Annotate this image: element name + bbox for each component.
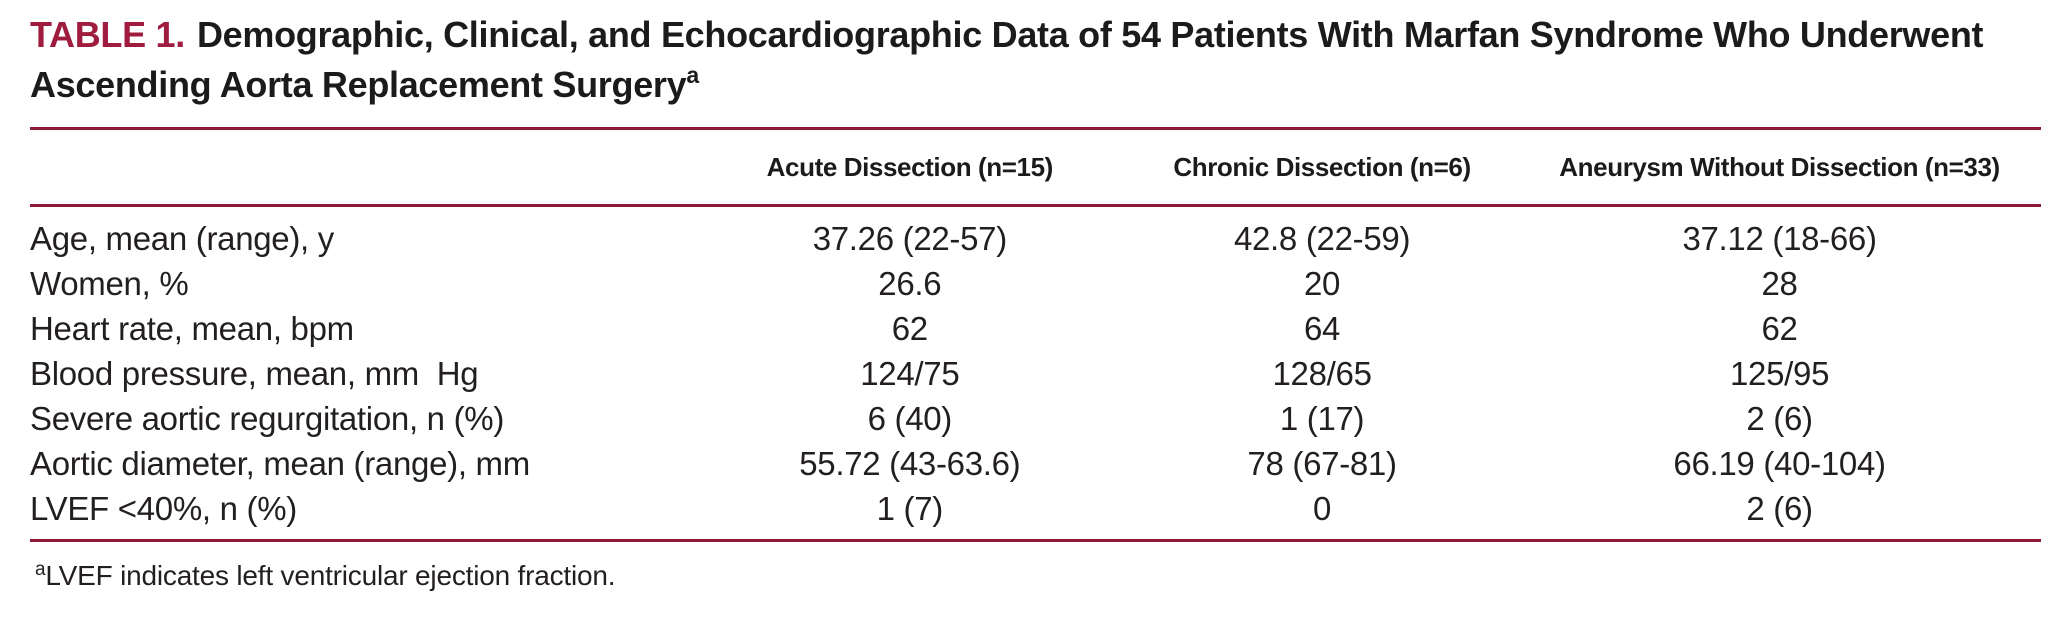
table-cell: 42.8 (22-59) bbox=[1233, 220, 1411, 257]
table-caption: TABLE 1. Demographic, Clinical, and Echoc… bbox=[30, 10, 2005, 110]
table-cell: 37.12 (18-66) bbox=[1682, 220, 1877, 257]
row-label: Blood pressure, mean, mm Hg bbox=[30, 355, 479, 392]
table-caption-text: Demographic, Clinical, and Echocardiogra… bbox=[30, 14, 1984, 105]
table-cell: 1 (7) bbox=[876, 490, 944, 527]
table-cell: 0 bbox=[1313, 490, 1332, 527]
table-row-women: Women, % 26.6 20 28 bbox=[30, 261, 2041, 306]
table-cell: 78 (67-81) bbox=[1247, 445, 1397, 482]
table-number: TABLE 1. bbox=[30, 14, 185, 55]
row-label: Severe aortic regurgitation, n (%) bbox=[30, 400, 505, 437]
table-cell: 26.6 bbox=[878, 265, 942, 302]
table-footnote: aLVEF indicates left ventricular ejectio… bbox=[35, 558, 2041, 594]
table-row-aortic-diameter: Aortic diameter, mean (range), mm 55.72 … bbox=[30, 441, 2041, 486]
table-row-aortic-regurgitation: Severe aortic regurgitation, n (%) 6 (40… bbox=[30, 396, 2041, 441]
row-label: LVEF <40%, n (%) bbox=[30, 490, 297, 527]
row-label: Age, mean (range), y bbox=[30, 220, 334, 257]
table-row-lvef: LVEF <40%, n (%) 1 (7) 0 2 (6) bbox=[30, 486, 2041, 541]
table-cell: 2 (6) bbox=[1746, 490, 1813, 527]
table-row-blood-pressure: Blood pressure, mean, mm Hg 124/75 128/6… bbox=[30, 351, 2041, 396]
table-body: Age, mean (range), y 37.26 (22-57) 42.8 … bbox=[30, 206, 2041, 541]
table-cell: 62 bbox=[1761, 310, 1798, 347]
table-cell: 124/75 bbox=[860, 355, 960, 392]
table-cell: 2 (6) bbox=[1746, 400, 1813, 437]
footnote-text: LVEF indicates left ventricular ejection… bbox=[45, 560, 616, 591]
table-row-age: Age, mean (range), y 37.26 (22-57) 42.8 … bbox=[30, 206, 2041, 262]
row-label: Heart rate, mean, bpm bbox=[30, 310, 354, 347]
table-cell: 1 (17) bbox=[1279, 400, 1365, 437]
table-cell: 55.72 (43-63.6) bbox=[799, 445, 1021, 482]
patient-data-table: Acute Dissection (n=15) Chronic Dissecti… bbox=[30, 127, 2041, 542]
column-header-acute-dissection: Acute Dissection (n=15) bbox=[693, 128, 1126, 207]
table-cell: 28 bbox=[1761, 265, 1798, 302]
column-header-aneurysm-without-dissection: Aneurysm Without Dissection (n=33) bbox=[1518, 128, 2041, 207]
caption-footnote-marker: a bbox=[686, 62, 699, 88]
footnote-marker: a bbox=[35, 559, 46, 580]
row-label: Aortic diameter, mean (range), mm bbox=[30, 445, 530, 482]
table-row-heart-rate: Heart rate, mean, bpm 62 64 62 bbox=[30, 306, 2041, 351]
table-cell: 6 (40) bbox=[867, 400, 953, 437]
table-cell: 62 bbox=[891, 310, 928, 347]
column-header-empty bbox=[30, 128, 694, 207]
table-cell: 128/65 bbox=[1272, 355, 1372, 392]
table-cell: 66.19 (40-104) bbox=[1673, 445, 1886, 482]
table-cell: 125/95 bbox=[1729, 355, 1830, 392]
table-cell: 64 bbox=[1304, 310, 1341, 347]
column-header-chronic-dissection: Chronic Dissection (n=6) bbox=[1125, 128, 1519, 207]
table-cell: 20 bbox=[1304, 265, 1341, 302]
table-header-row: Acute Dissection (n=15) Chronic Dissecti… bbox=[30, 128, 2041, 207]
row-label: Women, % bbox=[30, 265, 189, 302]
table-cell: 37.26 (22-57) bbox=[812, 220, 1008, 257]
